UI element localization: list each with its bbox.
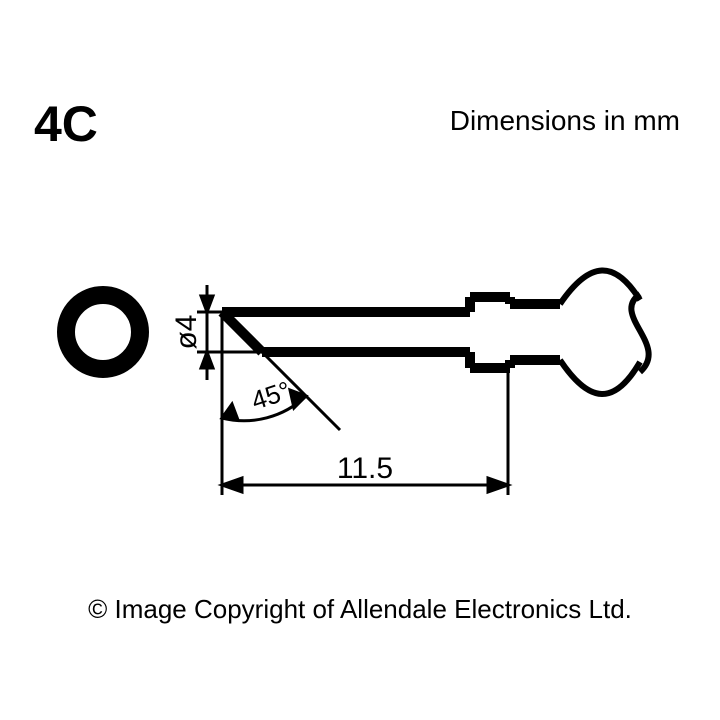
dimension-diameter (197, 285, 262, 380)
diameter-label: ø4 (170, 314, 203, 349)
end-view-ring (66, 295, 140, 369)
length-label: 11.5 (337, 452, 393, 485)
diagram-container: 4C Dimensions in mm © Image Copyright of… (0, 0, 720, 720)
technical-drawing: ø4 45° 11.5 (0, 0, 720, 720)
